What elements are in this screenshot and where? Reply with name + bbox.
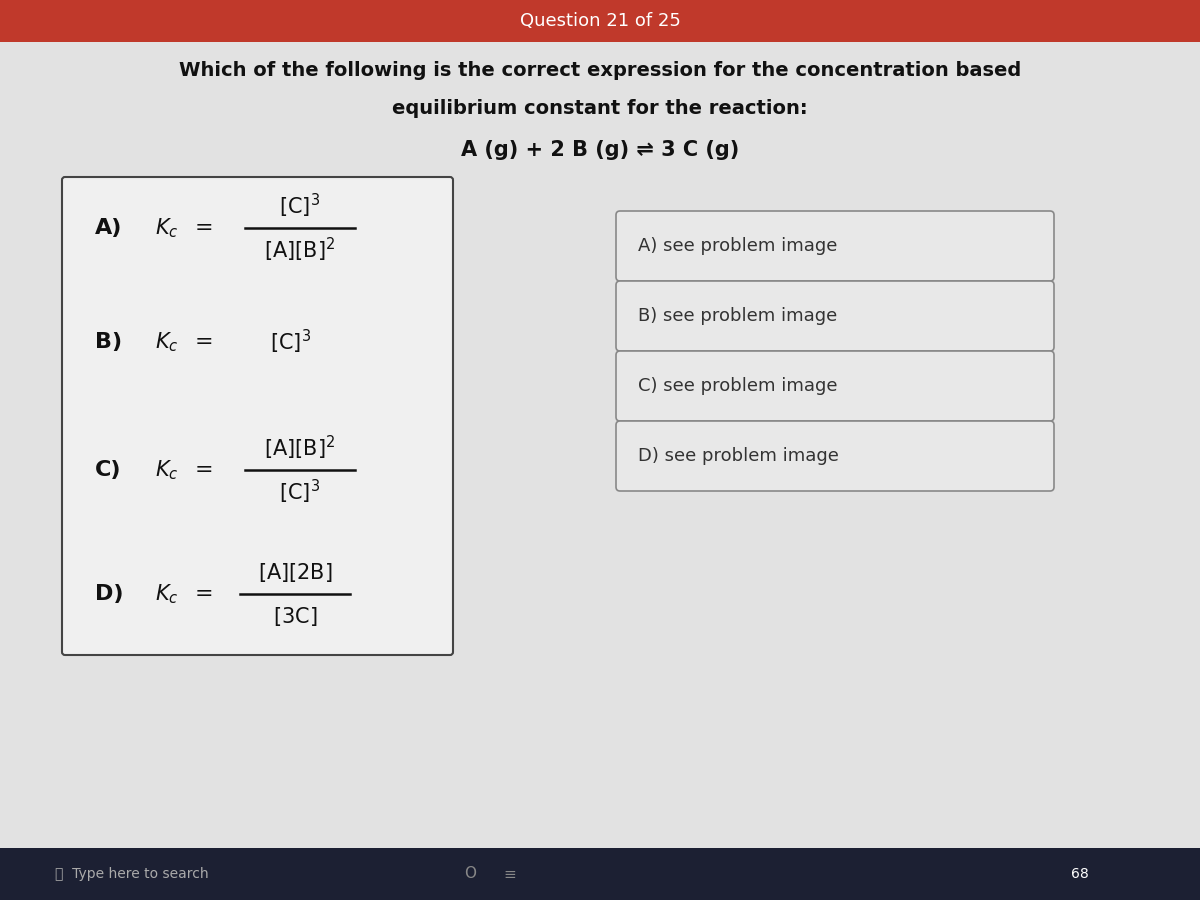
Text: C): C) <box>95 460 121 480</box>
Text: C) see problem image: C) see problem image <box>638 377 838 395</box>
Text: $\mathrm{[A][2B]}$: $\mathrm{[A][2B]}$ <box>258 561 332 583</box>
Text: =: = <box>194 460 214 480</box>
FancyBboxPatch shape <box>616 211 1054 281</box>
Text: A): A) <box>95 218 122 238</box>
FancyBboxPatch shape <box>616 281 1054 351</box>
Text: $K_c$: $K_c$ <box>155 216 179 239</box>
Text: $\mathrm{[A][B]^2}$: $\mathrm{[A][B]^2}$ <box>264 236 336 264</box>
Text: D) see problem image: D) see problem image <box>638 447 839 465</box>
Text: $K_c$: $K_c$ <box>155 582 179 606</box>
Text: $\mathrm{[C]^3}$: $\mathrm{[C]^3}$ <box>270 328 311 356</box>
FancyBboxPatch shape <box>0 0 1200 42</box>
Text: ≡: ≡ <box>504 867 516 881</box>
Text: =: = <box>194 584 214 604</box>
Text: $\mathrm{[3C]}$: $\mathrm{[3C]}$ <box>272 605 317 627</box>
Text: =: = <box>194 218 214 238</box>
Text: O: O <box>464 867 476 881</box>
Text: =: = <box>194 332 214 352</box>
Text: A) see problem image: A) see problem image <box>638 237 838 255</box>
Text: B): B) <box>95 332 122 352</box>
FancyBboxPatch shape <box>616 421 1054 491</box>
Text: equilibrium constant for the reaction:: equilibrium constant for the reaction: <box>392 98 808 118</box>
Text: $K_c$: $K_c$ <box>155 458 179 482</box>
FancyBboxPatch shape <box>0 42 1200 848</box>
Text: A (g) + 2 B (g) ⇌ 3 C (g): A (g) + 2 B (g) ⇌ 3 C (g) <box>461 140 739 160</box>
Text: B) see problem image: B) see problem image <box>638 307 838 325</box>
FancyBboxPatch shape <box>616 351 1054 421</box>
Text: $\mathrm{[C]^3}$: $\mathrm{[C]^3}$ <box>280 478 320 506</box>
FancyBboxPatch shape <box>0 848 1200 900</box>
Text: $\mathrm{[C]^3}$: $\mathrm{[C]^3}$ <box>280 192 320 220</box>
Text: Question 21 of 25: Question 21 of 25 <box>520 12 680 30</box>
Text: ⌕  Type here to search: ⌕ Type here to search <box>55 867 209 881</box>
Text: $K_c$: $K_c$ <box>155 330 179 354</box>
Text: Which of the following is the correct expression for the concentration based: Which of the following is the correct ex… <box>179 60 1021 79</box>
FancyBboxPatch shape <box>62 177 454 655</box>
Text: $\mathrm{[A][B]^2}$: $\mathrm{[A][B]^2}$ <box>264 434 336 462</box>
Text: 68: 68 <box>1072 867 1088 881</box>
Text: D): D) <box>95 584 124 604</box>
